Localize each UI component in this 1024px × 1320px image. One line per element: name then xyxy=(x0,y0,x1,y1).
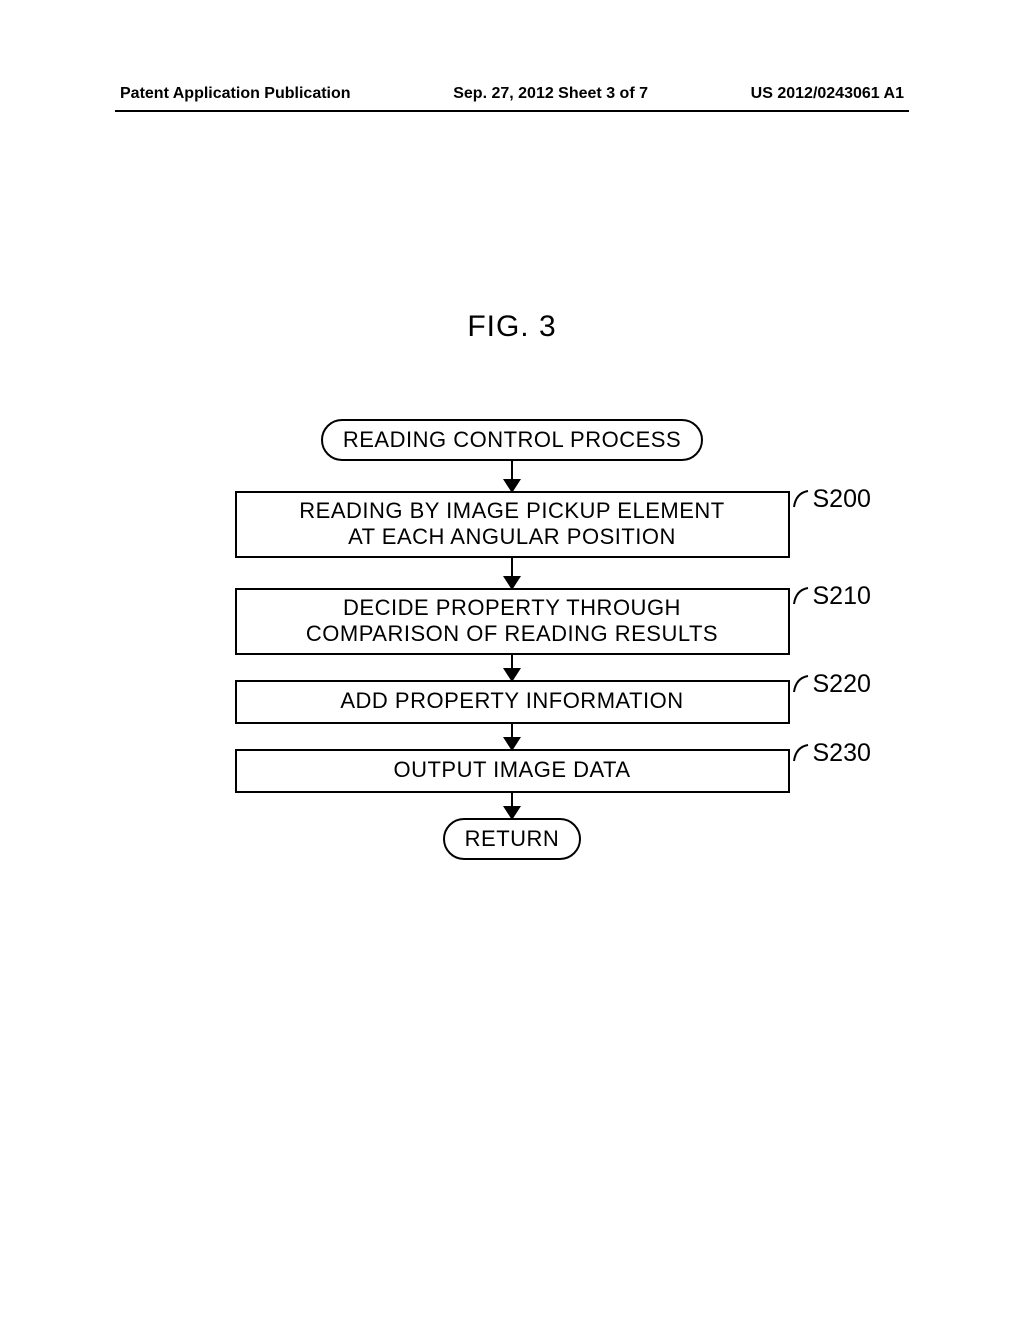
process-box: ADD PROPERTY INFORMATION xyxy=(235,680,790,724)
step-id-label: S220 xyxy=(793,670,871,699)
step-id-label: S210 xyxy=(793,582,871,611)
step-id: S220 xyxy=(813,670,871,699)
step-line2: AT EACH ANGULAR POSITION xyxy=(348,524,676,550)
process-box: DECIDE PROPERTY THROUGH COMPARISON OF RE… xyxy=(235,588,790,655)
step-id: S230 xyxy=(813,739,871,768)
step-line1: ADD PROPERTY INFORMATION xyxy=(340,688,683,714)
leader-curve-icon xyxy=(793,743,811,765)
arrow xyxy=(511,558,514,588)
arrow xyxy=(511,793,514,818)
step-line1: READING BY IMAGE PICKUP ELEMENT xyxy=(299,498,724,524)
figure-content: FIG. 3 READING CONTROL PROCESS READING B… xyxy=(0,310,1024,860)
figure-title: FIG. 3 xyxy=(467,310,556,344)
step-id-label: S230 xyxy=(793,739,871,768)
arrow xyxy=(511,724,514,749)
arrow xyxy=(511,461,514,491)
page-header: Patent Application Publication Sep. 27, … xyxy=(0,85,1024,103)
step-row-1: DECIDE PROPERTY THROUGH COMPARISON OF RE… xyxy=(235,588,790,655)
end-label: RETURN xyxy=(465,826,560,851)
leader-curve-icon xyxy=(793,489,811,511)
start-terminal: READING CONTROL PROCESS xyxy=(321,419,703,461)
step-id: S200 xyxy=(813,485,871,514)
step-id-label: S200 xyxy=(793,485,871,514)
flowchart: READING CONTROL PROCESS READING BY IMAGE… xyxy=(235,419,790,860)
step-line1: DECIDE PROPERTY THROUGH xyxy=(343,595,681,621)
arrow xyxy=(511,655,514,680)
header-row: Patent Application Publication Sep. 27, … xyxy=(120,85,904,103)
start-label: READING CONTROL PROCESS xyxy=(343,427,681,452)
step-row-2: ADD PROPERTY INFORMATION S220 xyxy=(235,680,790,724)
step-row-3: OUTPUT IMAGE DATA S230 xyxy=(235,749,790,793)
header-left: Patent Application Publication xyxy=(120,85,351,103)
leader-curve-icon xyxy=(793,586,811,608)
process-box: READING BY IMAGE PICKUP ELEMENT AT EACH … xyxy=(235,491,790,558)
step-line1: OUTPUT IMAGE DATA xyxy=(393,757,630,783)
header-center: Sep. 27, 2012 Sheet 3 of 7 xyxy=(453,85,648,103)
process-box: OUTPUT IMAGE DATA xyxy=(235,749,790,793)
leader-curve-icon xyxy=(793,674,811,696)
step-row-0: READING BY IMAGE PICKUP ELEMENT AT EACH … xyxy=(235,491,790,558)
step-line2: COMPARISON OF READING RESULTS xyxy=(306,621,718,647)
end-terminal: RETURN xyxy=(443,818,582,860)
header-right: US 2012/0243061 A1 xyxy=(751,85,904,103)
header-rule xyxy=(115,110,909,112)
step-id: S210 xyxy=(813,582,871,611)
